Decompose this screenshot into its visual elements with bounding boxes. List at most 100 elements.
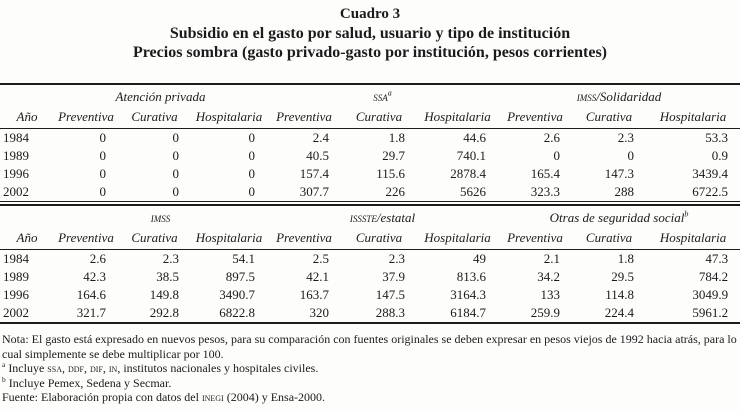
value-cell: 2878.4 [450, 166, 487, 181]
value-cell: 42.3 [83, 269, 106, 284]
group-header-cell: Otras de seguridad socialb [498, 205, 740, 227]
value-cell: 813.6 [456, 269, 487, 284]
table-row: 1996 164.6 149.8 3490.7 163.7 147.5 3164.3 133 1… [0, 286, 740, 304]
table-row: 1989 0 0 0 40.5 29.7 740.1 0 0 0.9 [0, 147, 740, 165]
table-note: Nota: El gasto está expresado en nuevos … [2, 332, 738, 361]
value-cell: 2.1 [543, 251, 561, 266]
value-cell: 320 [309, 305, 330, 320]
column-header-row: Año Preventiva Curativa Hospitalaria Prevent… [0, 106, 740, 129]
value-cell: 54.1 [232, 251, 255, 266]
value-cell: 149.8 [149, 287, 179, 302]
column-header-cell: Preventiva [54, 227, 118, 250]
value-cell: 42.1 [306, 269, 329, 284]
value-cell: 0 [99, 130, 107, 145]
value-cell: 53.3 [705, 130, 729, 145]
year-cell: 1989 [3, 148, 29, 163]
column-header-cell: Preventiva [498, 227, 573, 250]
value-cell: 1.8 [617, 251, 635, 266]
column-header-row: Año Preventiva Curativa Hospitalaria Prevent… [0, 227, 740, 250]
value-cell: 2.3 [617, 130, 635, 145]
value-cell: 163.7 [299, 287, 329, 302]
column-header-cell: Curativa [572, 106, 647, 129]
value-cell: 3164.3 [450, 287, 487, 302]
column-header-cell: Preventiva [267, 106, 341, 129]
value-cell: 3439.4 [692, 166, 729, 181]
table-subtitle: Precios sombra (gasto privado-gasto por … [132, 44, 608, 61]
value-cell: 292.8 [149, 305, 179, 320]
table-block-lower: imss issste/estatal Otras de seguridad soc… [0, 204, 740, 324]
value-cell: 0 [248, 130, 256, 145]
value-cell: 321.7 [76, 305, 106, 320]
value-cell: 740.1 [456, 148, 487, 163]
value-cell: 0 [248, 148, 256, 163]
value-cell: 0 [172, 130, 180, 145]
value-cell: 164.6 [76, 287, 106, 302]
value-cell: 47.3 [705, 251, 729, 266]
value-cell: 6822.8 [219, 305, 255, 320]
value-cell: 3490.7 [219, 287, 255, 302]
group-header-cell: Atención privada [54, 84, 267, 106]
value-cell: 0 [99, 148, 107, 163]
text-segment: ssa [47, 361, 62, 375]
value-cell: 307.7 [299, 184, 329, 199]
value-cell: 226 [385, 184, 406, 199]
text-segment: Atención privada [115, 89, 206, 104]
value-cell: 29.7 [382, 148, 405, 163]
value-cell: 5961.2 [692, 305, 729, 320]
value-cell: 147.5 [375, 287, 405, 302]
text-segment: /Solidaridad [596, 89, 662, 104]
superscript-marker: b [684, 209, 689, 219]
column-header-cell: Hospitalaria [646, 227, 740, 250]
year-column-header: Año [0, 106, 54, 129]
table-caption: Cuadro 3 Subsidio en el gasto por salud,… [0, 0, 740, 62]
column-header-cell: Preventiva [54, 106, 118, 129]
text-segment: Otras de seguridad social [549, 210, 685, 225]
text-segment: , [84, 361, 90, 375]
value-cell: 3049.9 [692, 287, 729, 302]
value-cell: 0 [627, 148, 635, 163]
column-header-cell: Hospitalaria [191, 106, 267, 129]
value-cell: 0 [172, 148, 180, 163]
group-header-cell: imss [54, 205, 267, 227]
value-cell: 0 [553, 148, 561, 163]
column-header-cell: Hospitalaria [417, 106, 499, 129]
text-segment: Nota: El gasto está expresado en nuevos … [2, 332, 737, 361]
year-cell: 2002 [3, 305, 29, 320]
text-segment: dif [90, 361, 103, 375]
table-number: Cuadro 3 [339, 6, 401, 22]
value-cell: 0 [99, 184, 107, 199]
value-cell: 897.5 [225, 269, 255, 284]
value-cell: 114.8 [605, 287, 635, 302]
text-segment: ssa [373, 89, 388, 104]
value-cell: 0 [99, 166, 107, 181]
footnote-b: b Incluye Pemex, Sedena y Secmar. [2, 374, 738, 391]
text-segment: , [102, 361, 109, 375]
superscript-marker: a [2, 360, 6, 369]
text-segment: /estatal [376, 210, 416, 225]
text-segment: imss [150, 210, 171, 225]
value-cell: 259.9 [530, 305, 561, 320]
text-segment: issste [349, 210, 377, 225]
group-header-row: imss issste/estatal Otras de seguridad soc… [0, 205, 740, 227]
text-segment: inegi [201, 390, 224, 404]
column-header-cell: Curativa [341, 106, 417, 129]
value-cell: 6184.7 [450, 305, 487, 320]
superscript-marker: b [2, 374, 6, 384]
group-header-cell: ssaa [267, 84, 498, 106]
value-cell: 1.8 [388, 130, 405, 145]
table-source: Fuente: Elaboración propia con datos del… [2, 390, 738, 405]
value-cell: 323.3 [530, 184, 561, 199]
year-cell: 1989 [3, 269, 29, 284]
value-cell: 34.2 [537, 269, 561, 284]
year-cell: 1984 [3, 251, 29, 266]
value-cell: 0 [248, 184, 256, 199]
text-segment: , institutos nacionales y hospitales civ… [117, 361, 319, 375]
column-header-cell: Hospitalaria [417, 227, 499, 250]
value-cell: 224.4 [604, 305, 635, 320]
table-row: 2002 0 0 0 307.7 226 5626 323.3 288 6722.5 [0, 183, 740, 202]
text-segment: , [61, 361, 68, 375]
value-cell: 288.3 [375, 305, 405, 320]
value-cell: 133 [540, 287, 561, 302]
year-column-header: Año [0, 227, 54, 250]
text-segment: ddf [67, 361, 84, 375]
